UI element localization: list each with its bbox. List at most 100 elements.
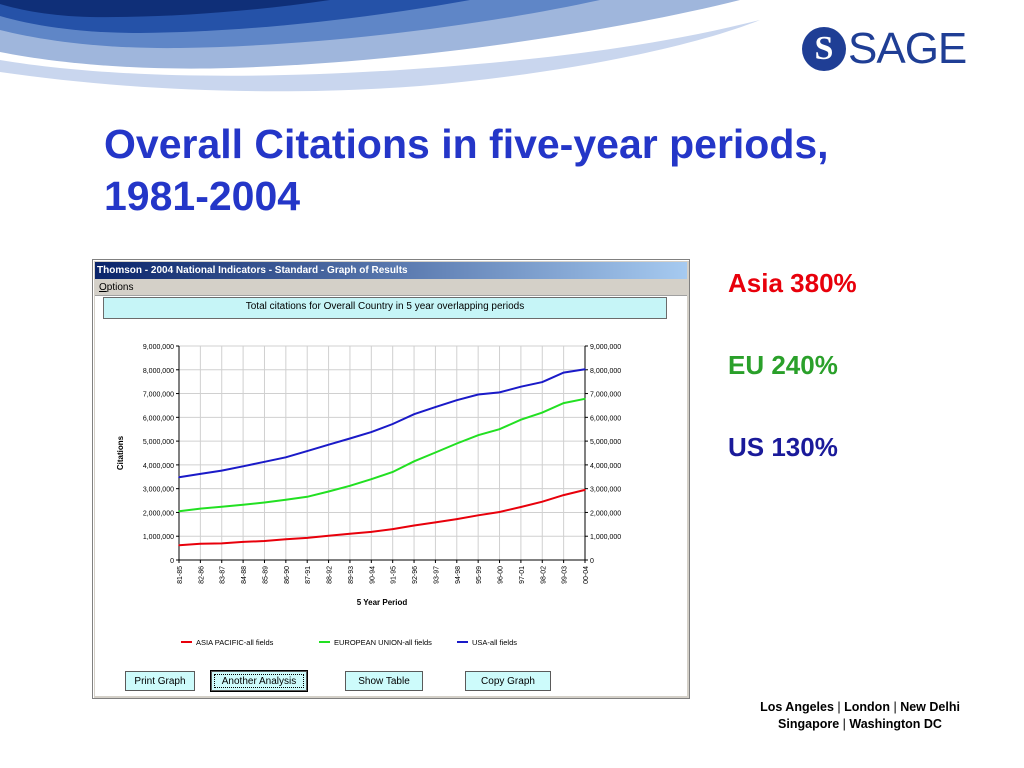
data-point [413,413,415,416]
data-point [285,499,287,501]
x-tick-label: 81-85 [177,566,184,584]
data-point [178,510,180,513]
x-tick-label: 82-86 [198,566,205,584]
x-tick-label: 84-88 [241,566,248,584]
x-tick-label: 87-91 [305,566,312,584]
stat-eu: EU 240% [728,350,838,380]
y-tick-label-right: 0 [590,558,594,565]
data-point [220,469,223,472]
data-point [498,391,501,394]
data-point [541,500,544,503]
data-point [199,473,202,475]
y-tick-label-left: 6,000,000 [143,415,174,422]
locations-line-1: Los Angeles | London | New Delhi [736,699,984,716]
location-singapore: Singapore [778,717,840,731]
x-tick-label: 96-00 [498,566,505,584]
data-point [306,450,309,452]
data-point [242,465,244,468]
data-point [199,507,202,510]
data-point [455,399,458,402]
data-point [455,518,458,520]
growth-stats: Asia 380% EU 240% US 130% [728,268,857,514]
data-point [220,505,223,508]
y-tick-label-right: 1,000,000 [590,534,621,541]
series-line-1 [178,488,586,547]
data-point [178,544,180,547]
data-point [434,521,437,524]
data-point [477,514,479,517]
x-tick-label: 95-99 [476,566,483,584]
data-point [349,533,351,535]
y-axis-title: Citations [116,435,125,470]
location-washington-dc: Washington DC [849,717,942,731]
data-point [349,437,351,440]
y-tick-label-left: 8,000,000 [143,368,174,375]
y-tick-label-left: 7,000,000 [143,392,174,399]
y-tick-label-left: 4,000,000 [143,463,174,470]
data-point [562,494,565,496]
window-titlebar[interactable]: Thomson - 2004 National Indicators - Sta… [95,262,687,279]
separator: | [893,700,897,714]
y-tick-label-right: 9,000,000 [590,344,621,351]
x-tick-label: 00-04 [583,566,590,584]
x-axis-title: 5 Year Period [357,598,408,607]
x-tick-label: 99-03 [562,566,569,584]
data-point [285,538,287,541]
data-point [285,456,287,459]
data-point [413,460,415,463]
x-tick-label: 98-02 [540,566,547,584]
sage-logo: S SAGE [802,24,967,74]
data-point [520,385,522,388]
y-tick-label-right: 2,000,000 [590,510,621,517]
copy-graph-button[interactable]: Copy Graph [465,671,551,691]
y-tick-label-right: 6,000,000 [590,415,621,422]
menu-options-accelerator: O [99,282,107,293]
data-point [520,506,522,508]
window-client-area: Total citations for Overall Country in 5… [95,295,687,696]
separator: | [842,717,846,731]
y-tick-label-left: 3,000,000 [143,487,174,494]
data-point [263,501,266,504]
menu-options[interactable]: Options [99,282,133,293]
data-point [562,402,565,404]
data-point [434,451,437,454]
show-table-button[interactable]: Show Table [345,671,423,691]
location-london: London [844,700,890,714]
y-tick-label-left: 2,000,000 [143,510,174,517]
data-point [242,504,244,506]
data-point [327,443,330,446]
y-tick-label-left: 9,000,000 [143,344,174,351]
stat-us: US 130% [728,432,838,462]
sage-logo-icon: S [802,27,846,71]
data-point [541,411,544,414]
data-point [220,542,223,545]
data-point [584,489,586,491]
data-point [306,495,309,498]
y-tick-label-left: 1,000,000 [143,534,174,541]
data-point [263,540,266,542]
location-los-angeles: Los Angeles [760,700,834,714]
header-swoosh-banner [0,0,760,92]
office-locations: Los Angeles | London | New Delhi Singapo… [736,699,984,733]
x-tick-label: 91-95 [391,566,398,584]
sage-logo-wordmark: SAGE [848,24,967,73]
data-point [413,524,415,527]
x-tick-label: 88-92 [327,566,334,584]
slide-title-line-2: 1981-2004 [104,173,301,219]
slide-title: Overall Citations in five-year periods, … [104,118,984,222]
data-point [370,531,373,533]
x-tick-label: 93-97 [433,566,440,584]
slide-title-line-1: Overall Citations in five-year periods, [104,121,829,167]
data-point [541,381,544,383]
stat-asia: Asia 380% [728,268,857,298]
chart-caption-box: Total citations for Overall Country in 5… [103,297,667,319]
another-analysis-button[interactable]: Another Analysis [211,671,307,691]
data-point [498,428,501,431]
data-point [498,511,501,513]
print-graph-button[interactable]: Print Graph [125,671,195,691]
legend-label: EUROPEAN UNION-all fields [334,638,432,647]
data-point [391,471,394,473]
y-tick-label-right: 5,000,000 [590,439,621,446]
y-tick-label-left: 5,000,000 [143,439,174,446]
data-point [584,397,586,400]
